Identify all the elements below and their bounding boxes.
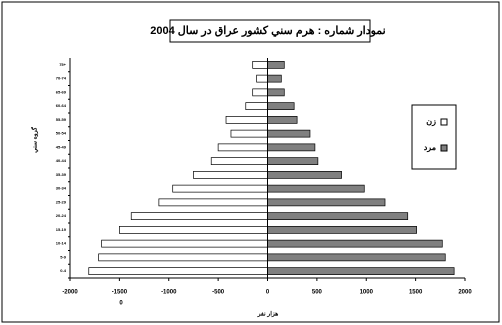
bar xyxy=(267,102,295,110)
x-tick-label: 0 xyxy=(266,290,270,296)
y-tick-label: 55-59 xyxy=(56,117,67,122)
bar xyxy=(119,226,268,234)
bar xyxy=(98,253,268,262)
bar xyxy=(267,74,282,83)
bar xyxy=(267,171,342,179)
legend-box xyxy=(411,104,457,170)
x-tick-label: 1000 xyxy=(360,290,374,296)
x-axis-label: هزار نفر xyxy=(257,311,279,318)
bar xyxy=(172,184,268,193)
y-tick-label: 30-34 xyxy=(56,186,67,191)
bar xyxy=(267,198,386,207)
bar xyxy=(88,267,268,275)
bar xyxy=(225,116,268,124)
bar xyxy=(267,61,285,69)
x-tick-label: 500 xyxy=(312,290,323,296)
bar xyxy=(267,184,365,193)
bar xyxy=(267,157,319,165)
x-note: 0 xyxy=(119,301,123,307)
bar xyxy=(267,226,417,234)
y-tick-label: 15-19 xyxy=(56,227,67,232)
bar xyxy=(217,143,268,152)
bar xyxy=(210,157,268,165)
bar xyxy=(267,88,285,97)
x-tick-label: 2000 xyxy=(458,290,472,296)
bar xyxy=(193,171,268,179)
title-box xyxy=(169,19,371,43)
y-tick-label: 75+ xyxy=(59,62,66,67)
bar xyxy=(267,212,409,220)
y-axis-label: گروه سني xyxy=(31,127,39,153)
bar xyxy=(252,88,268,97)
y-tick-label: 20-24 xyxy=(56,213,67,218)
bar xyxy=(256,74,268,83)
y-tick-label: 70-74 xyxy=(56,76,67,81)
y-tick-label: 25-29 xyxy=(56,199,67,204)
y-tick-label: 65-69 xyxy=(56,89,67,94)
bar xyxy=(267,116,298,124)
x-tick-label: 1500 xyxy=(409,290,423,296)
y-tick-label: 0-4 xyxy=(60,268,67,273)
bar xyxy=(267,253,446,262)
bar xyxy=(252,61,268,69)
legend-swatch xyxy=(440,118,448,126)
x-tick-label: -1000 xyxy=(161,290,177,296)
y-tick-label: 35-39 xyxy=(56,172,67,177)
bar xyxy=(101,239,268,248)
y-tick-label: 10-14 xyxy=(56,241,67,246)
bar xyxy=(267,143,316,152)
bar xyxy=(230,129,268,138)
y-tick-label: 50-54 xyxy=(56,131,67,136)
y-tick-label: 60-64 xyxy=(56,103,67,108)
legend-label: مرد xyxy=(424,143,436,153)
bar xyxy=(130,212,268,220)
bar xyxy=(267,129,311,138)
y-tick-label: 45-49 xyxy=(56,144,67,149)
x-tick-label: -500 xyxy=(212,290,225,296)
bar xyxy=(245,102,268,110)
x-tick-label: -2000 xyxy=(62,290,78,296)
legend-swatch xyxy=(440,144,448,152)
bar xyxy=(267,239,443,248)
chart-title: نمودار شماره : هرم سني كشور عراق در سال … xyxy=(150,25,385,38)
legend-label: زن xyxy=(426,117,436,127)
y-tick-label: 40-44 xyxy=(56,158,67,163)
bar xyxy=(267,267,455,275)
y-tick-label: 5-9 xyxy=(60,254,67,259)
x-tick-label: -1500 xyxy=(112,290,128,296)
bar xyxy=(158,198,268,207)
